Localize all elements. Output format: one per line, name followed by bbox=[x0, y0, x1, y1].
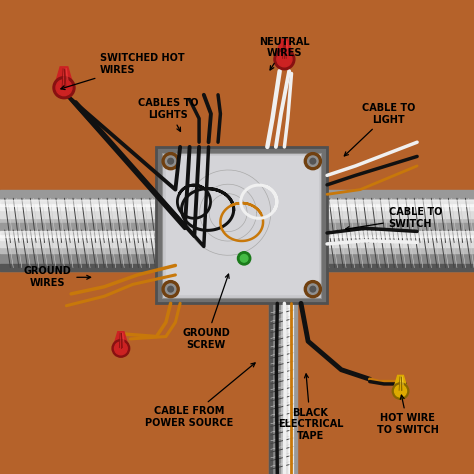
Bar bbox=[0, 201, 474, 210]
Bar bbox=[0, 231, 474, 237]
Circle shape bbox=[277, 52, 292, 67]
Text: CABLE TO
LIGHT: CABLE TO LIGHT bbox=[344, 103, 415, 156]
Bar bbox=[269, 303, 273, 474]
Circle shape bbox=[162, 153, 179, 170]
Circle shape bbox=[56, 80, 72, 96]
Bar bbox=[0, 195, 474, 203]
Circle shape bbox=[112, 339, 130, 357]
Bar bbox=[281, 303, 284, 474]
Text: NEUTRAL
WIRES: NEUTRAL WIRES bbox=[259, 36, 310, 70]
Bar bbox=[0, 239, 474, 246]
Circle shape bbox=[168, 158, 173, 164]
Text: GROUND
SCREW: GROUND SCREW bbox=[182, 274, 230, 350]
Circle shape bbox=[240, 255, 248, 262]
Bar bbox=[0, 217, 474, 226]
Bar bbox=[269, 303, 295, 474]
Circle shape bbox=[115, 342, 127, 355]
Polygon shape bbox=[274, 39, 294, 61]
Bar bbox=[156, 147, 327, 303]
Circle shape bbox=[53, 77, 75, 99]
Polygon shape bbox=[392, 375, 408, 392]
Text: CABLES TO
LIGHTS: CABLES TO LIGHTS bbox=[138, 98, 199, 131]
Bar bbox=[294, 303, 297, 474]
Bar bbox=[274, 303, 278, 474]
Text: GROUND
WIRES: GROUND WIRES bbox=[24, 266, 91, 288]
Bar bbox=[288, 303, 292, 474]
Bar bbox=[0, 200, 474, 206]
Circle shape bbox=[162, 281, 179, 298]
Bar bbox=[292, 303, 295, 474]
Circle shape bbox=[304, 153, 321, 170]
Polygon shape bbox=[120, 333, 125, 347]
Text: CABLE FROM
POWER SOURCE: CABLE FROM POWER SOURCE bbox=[146, 363, 255, 428]
Bar bbox=[284, 303, 288, 474]
Text: BLACK
ELECTRICAL
TAPE: BLACK ELECTRICAL TAPE bbox=[278, 374, 343, 441]
Bar bbox=[0, 264, 474, 271]
Bar bbox=[0, 210, 474, 218]
Polygon shape bbox=[63, 69, 69, 86]
Polygon shape bbox=[112, 332, 129, 350]
Bar bbox=[0, 246, 474, 253]
Bar bbox=[0, 227, 474, 271]
Bar bbox=[0, 228, 474, 235]
Circle shape bbox=[308, 284, 318, 294]
Circle shape bbox=[310, 158, 316, 164]
Circle shape bbox=[392, 383, 409, 399]
Text: HOT WIRE
TO SWITCH: HOT WIRE TO SWITCH bbox=[377, 395, 438, 435]
Circle shape bbox=[168, 286, 173, 292]
Circle shape bbox=[274, 49, 295, 70]
Circle shape bbox=[394, 385, 407, 397]
Bar bbox=[166, 156, 318, 294]
Polygon shape bbox=[54, 67, 74, 90]
Bar bbox=[0, 255, 474, 262]
Bar bbox=[0, 238, 474, 246]
Polygon shape bbox=[400, 377, 404, 390]
Circle shape bbox=[165, 156, 176, 166]
Circle shape bbox=[165, 284, 176, 294]
Circle shape bbox=[310, 286, 316, 292]
Bar bbox=[0, 233, 474, 240]
Bar bbox=[289, 303, 292, 474]
Circle shape bbox=[308, 156, 318, 166]
Circle shape bbox=[237, 252, 251, 265]
Polygon shape bbox=[283, 41, 289, 57]
Text: CABLE TO
SWITCH: CABLE TO SWITCH bbox=[346, 207, 442, 230]
Circle shape bbox=[304, 281, 321, 298]
Bar bbox=[0, 190, 474, 198]
Bar bbox=[0, 194, 474, 246]
Bar bbox=[162, 153, 321, 298]
Bar bbox=[0, 228, 474, 236]
Text: SWITCHED HOT
WIRES: SWITCHED HOT WIRES bbox=[61, 53, 184, 90]
Bar bbox=[0, 223, 474, 230]
